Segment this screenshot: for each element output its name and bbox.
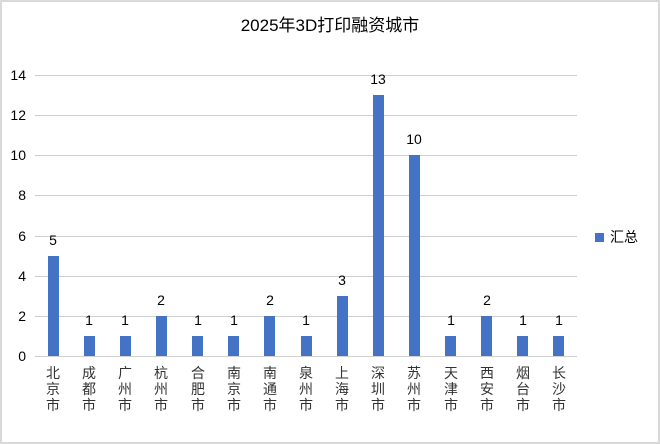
x-tick-label: 北京市 bbox=[46, 366, 60, 414]
data-label: 5 bbox=[49, 232, 57, 248]
x-tick-label: 合肥市 bbox=[191, 366, 205, 414]
x-tick-label: 杭州市 bbox=[154, 366, 168, 414]
data-label: 1 bbox=[230, 312, 238, 328]
bar bbox=[156, 316, 167, 356]
data-label: 1 bbox=[194, 312, 202, 328]
y-tick-label: 0 bbox=[18, 348, 26, 364]
bar bbox=[337, 296, 348, 356]
y-tick-label: 10 bbox=[10, 147, 26, 163]
gridline bbox=[35, 195, 577, 196]
bar bbox=[481, 316, 492, 356]
data-label: 1 bbox=[121, 312, 129, 328]
x-tick-label: 泉州市 bbox=[299, 366, 313, 414]
bar bbox=[48, 256, 59, 356]
data-label: 1 bbox=[85, 312, 93, 328]
data-label: 1 bbox=[519, 312, 527, 328]
data-label: 2 bbox=[266, 292, 274, 308]
x-tick-label: 长沙市 bbox=[552, 366, 566, 414]
legend: 汇总 bbox=[595, 227, 638, 247]
y-tick-label: 12 bbox=[10, 107, 26, 123]
bar bbox=[373, 95, 384, 356]
gridline bbox=[35, 155, 577, 156]
gridline bbox=[35, 356, 577, 357]
bar bbox=[445, 336, 456, 356]
bar bbox=[228, 336, 239, 356]
x-tick-label: 成都市 bbox=[82, 366, 96, 414]
data-label: 2 bbox=[157, 292, 165, 308]
x-tick-label: 广州市 bbox=[118, 366, 132, 414]
data-label: 3 bbox=[338, 272, 346, 288]
data-label: 10 bbox=[406, 131, 422, 147]
y-tick-label: 6 bbox=[18, 228, 26, 244]
y-tick-label: 14 bbox=[10, 67, 26, 83]
bar bbox=[409, 155, 420, 356]
x-tick-label: 上海市 bbox=[335, 366, 349, 414]
x-tick-label: 深圳市 bbox=[371, 366, 385, 414]
data-label: 1 bbox=[555, 312, 563, 328]
gridline bbox=[35, 316, 577, 317]
bar bbox=[192, 336, 203, 356]
legend-label: 汇总 bbox=[610, 230, 638, 246]
y-tick-label: 4 bbox=[18, 268, 26, 284]
data-label: 2 bbox=[483, 292, 491, 308]
data-label: 1 bbox=[302, 312, 310, 328]
gridline bbox=[35, 115, 577, 116]
gridline bbox=[35, 236, 577, 237]
gridline bbox=[35, 276, 577, 277]
x-tick-label: 南通市 bbox=[263, 366, 277, 414]
x-tick-label: 烟台市 bbox=[516, 366, 530, 414]
x-tick-label: 南京市 bbox=[227, 366, 241, 414]
bar bbox=[517, 336, 528, 356]
gridline bbox=[35, 75, 577, 76]
data-label: 13 bbox=[370, 71, 386, 87]
bar bbox=[301, 336, 312, 356]
x-tick-label: 西安市 bbox=[480, 366, 494, 414]
bar bbox=[120, 336, 131, 356]
chart-title: 2025年3D打印融资城市 bbox=[240, 16, 420, 35]
y-tick-label: 2 bbox=[18, 308, 26, 324]
y-tick-label: 8 bbox=[18, 187, 26, 203]
bar bbox=[264, 316, 275, 356]
x-tick-label: 苏州市 bbox=[407, 366, 421, 414]
x-tick-label: 天津市 bbox=[444, 366, 458, 414]
legend-swatch bbox=[595, 232, 604, 242]
bar bbox=[84, 336, 95, 356]
data-label: 1 bbox=[447, 312, 455, 328]
bar bbox=[553, 336, 564, 356]
